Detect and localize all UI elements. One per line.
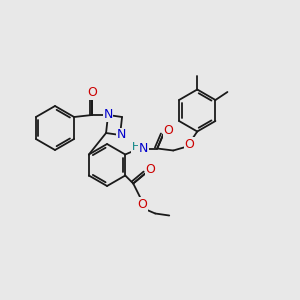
Text: H: H (132, 142, 140, 152)
Text: O: O (163, 124, 173, 137)
Text: O: O (137, 198, 147, 211)
Text: N: N (103, 109, 113, 122)
Text: N: N (116, 128, 126, 142)
Text: N: N (139, 142, 148, 155)
Text: O: O (184, 138, 194, 151)
Text: O: O (145, 163, 155, 176)
Text: O: O (87, 86, 97, 100)
